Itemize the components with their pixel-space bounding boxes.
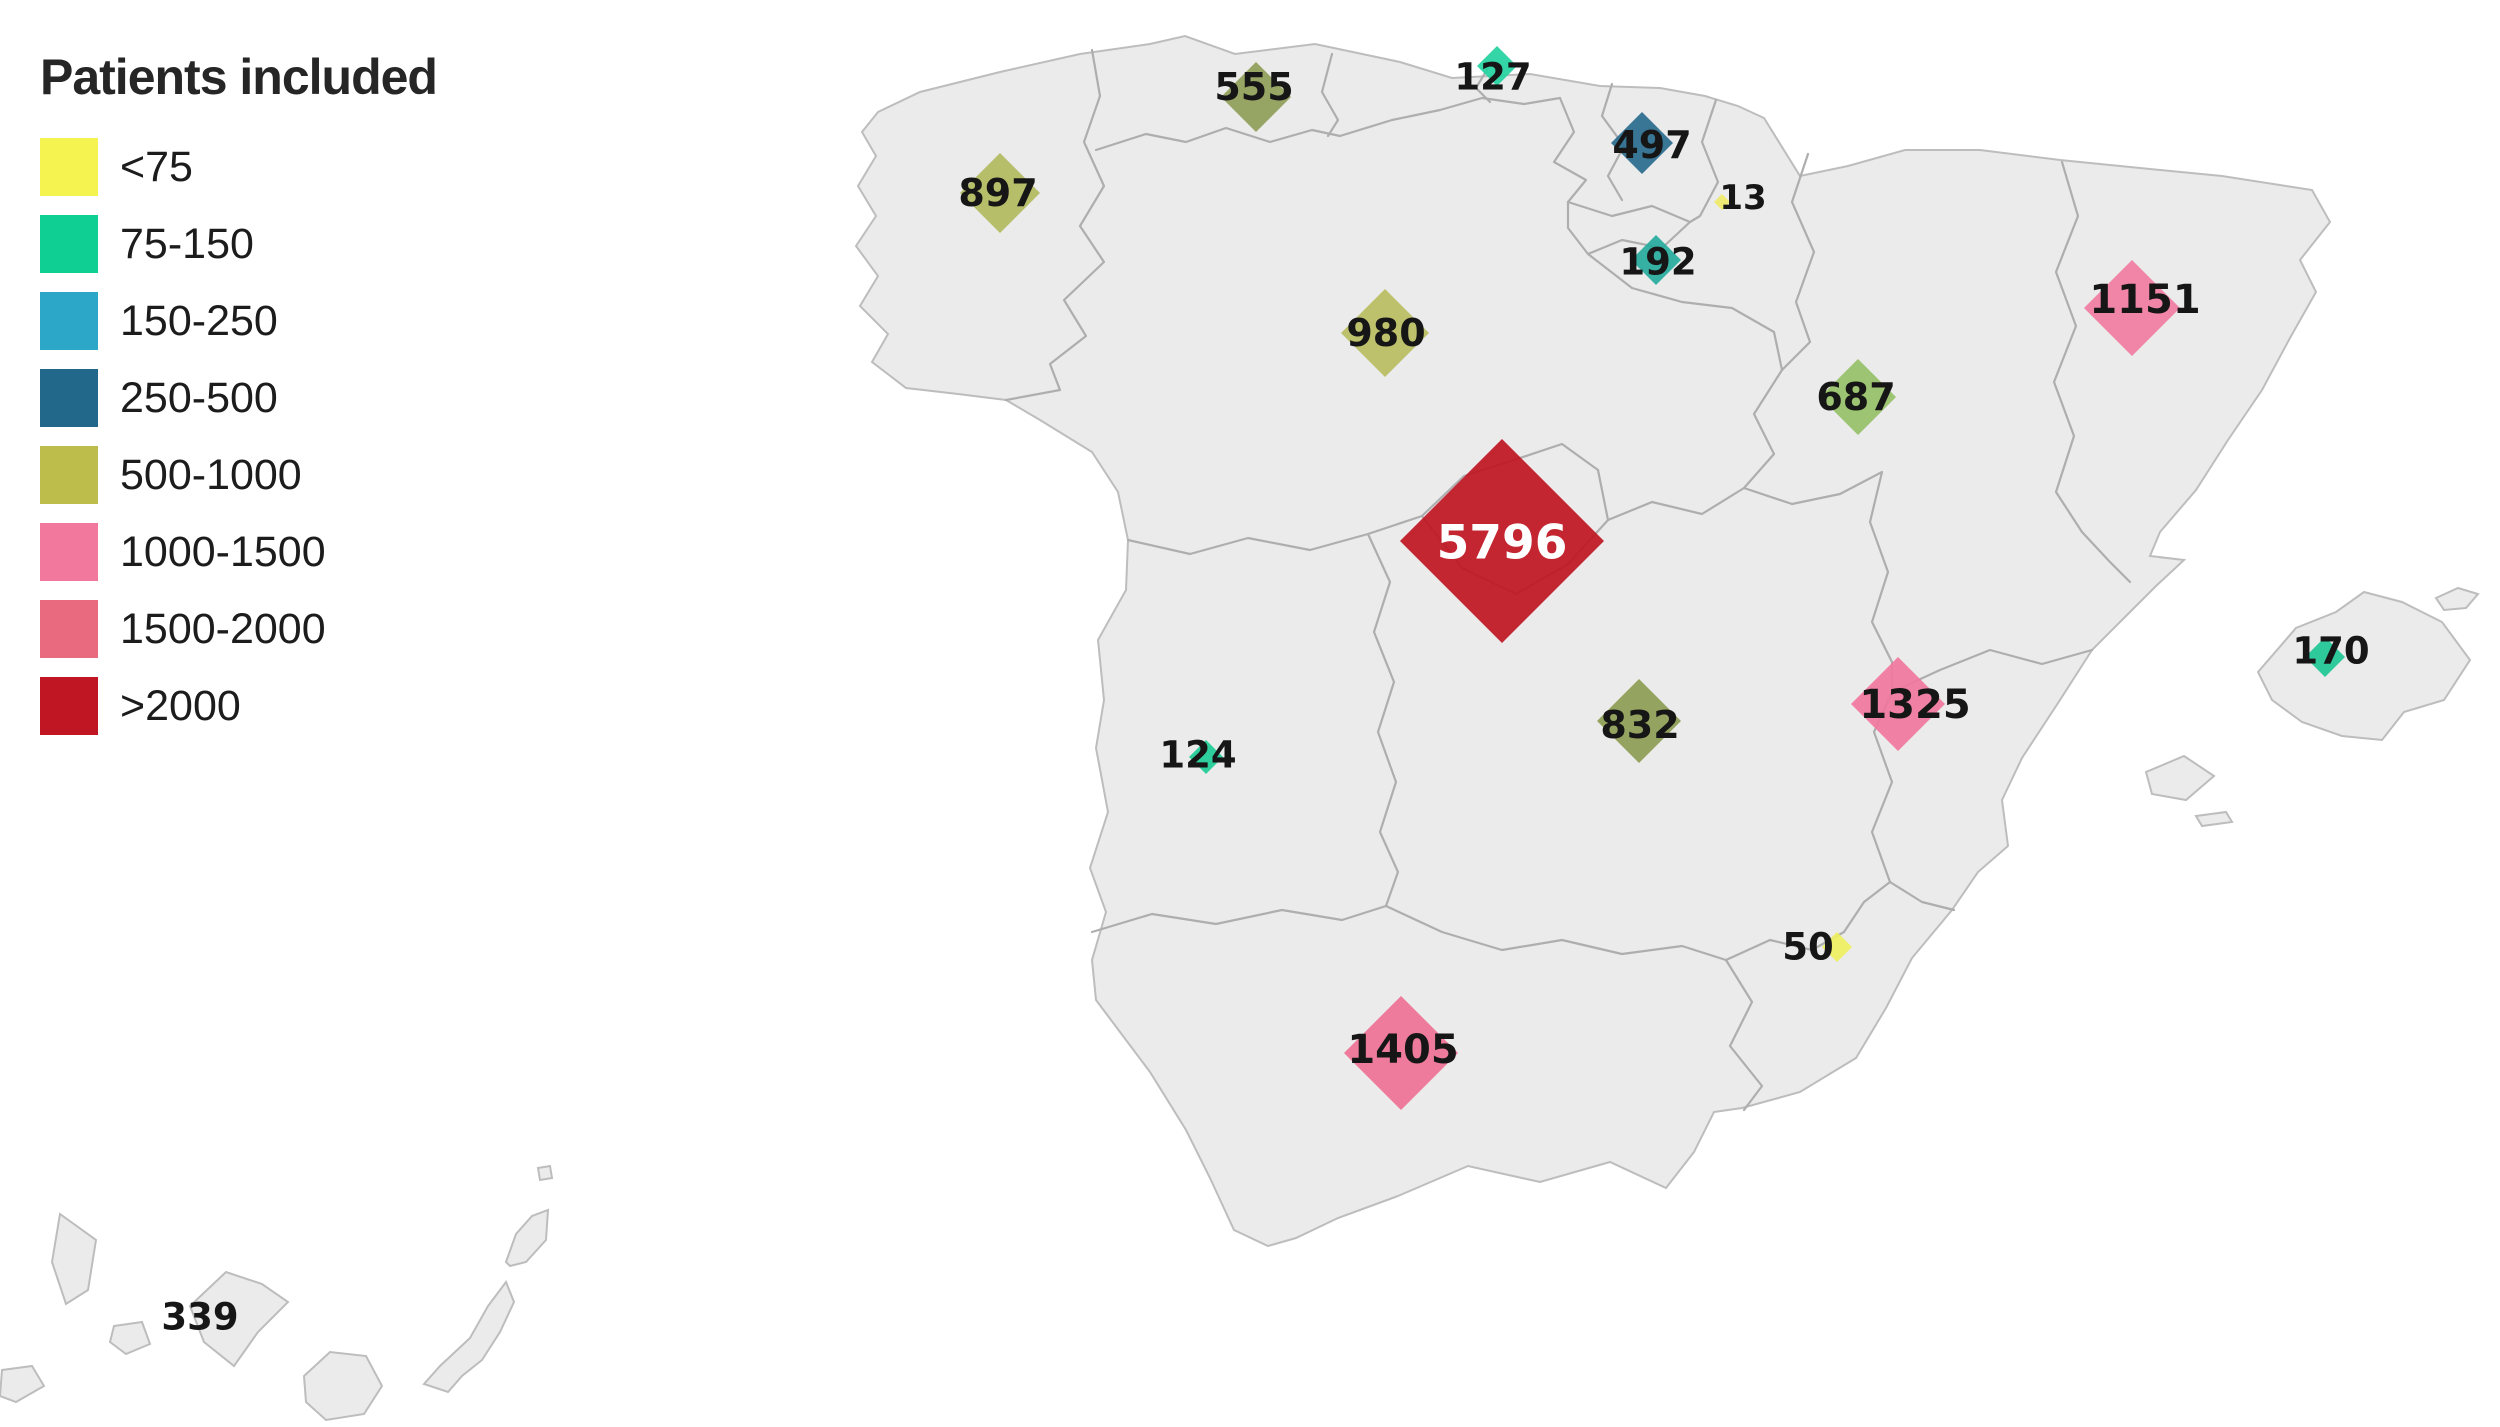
legend-label: 250-500: [120, 373, 278, 422]
marker-diamond: [1341, 289, 1429, 377]
canary-islands: [0, 1164, 554, 1422]
marker-497: 497: [1611, 112, 1692, 174]
legend-swatch: [40, 600, 98, 658]
marker-339: 339: [161, 1296, 238, 1339]
marker-diamond: [1400, 439, 1604, 643]
legend-item-5: 1000-1500: [40, 523, 437, 581]
legend-swatch: [40, 523, 98, 581]
island-la-gomera: [108, 1320, 152, 1356]
legend-item-0: <75: [40, 138, 437, 196]
marker-value: 13: [1719, 178, 1766, 218]
marker-value: 5796: [1437, 516, 1568, 571]
marker-value: 687: [1816, 375, 1895, 419]
marker-127: 127: [1454, 46, 1532, 99]
marker-555: 555: [1214, 62, 1294, 132]
legend-label: 1000-1500: [120, 527, 326, 576]
island-fuerteventura: [422, 1279, 516, 1394]
legend-swatch: [40, 215, 98, 273]
marker-diamond: [1611, 112, 1673, 174]
legend-swatch: [40, 677, 98, 735]
marker-50: 50: [1782, 926, 1852, 969]
marker-5796: 5796: [1400, 439, 1604, 643]
marker-980: 980: [1341, 289, 1429, 377]
legend-swatch: [40, 138, 98, 196]
marker-897: 897: [958, 153, 1040, 233]
marker-value: 980: [1346, 311, 1425, 355]
marker-value: 50: [1782, 926, 1834, 969]
marker-13: 13: [1714, 178, 1767, 218]
marker-value: 555: [1214, 65, 1293, 109]
legend-swatch: [40, 292, 98, 350]
marker-diamond: [1477, 46, 1517, 86]
marker-1325: 1325: [1851, 657, 1971, 751]
marker-diamond: [2305, 637, 2345, 677]
mainland-spain: [854, 34, 2332, 1248]
marker-diamond: [1820, 359, 1896, 435]
legend: Patients included <75 75-150 150-250 250-50…: [40, 48, 438, 754]
marker-diamond: [1822, 932, 1852, 962]
marker-value: 124: [1159, 734, 1236, 777]
legend-label: 500-1000: [120, 450, 302, 499]
legend-label: >2000: [120, 681, 241, 730]
legend-item-3: 250-500: [40, 369, 437, 427]
legend-label: 75-150: [120, 219, 254, 268]
legend-item-4: 500-1000: [40, 446, 437, 504]
legend-item-7: >2000: [40, 677, 437, 735]
marker-diamond: [1344, 996, 1458, 1110]
markers-layer: 897 555 127 497 13 192 980 687 1151 5796 832 1325 17…: [161, 46, 2370, 1339]
marker-value: 339: [161, 1296, 238, 1339]
legend-items: <75 75-150 150-250 250-500 500-1000 1000-1500…: [40, 138, 437, 735]
marker-value: 497: [1612, 123, 1691, 167]
marker-value: 127: [1454, 56, 1531, 99]
legend-swatch: [40, 369, 98, 427]
marker-diamond: [2084, 260, 2180, 356]
legend-label: <75: [120, 142, 193, 191]
legend-item-2: 150-250: [40, 292, 437, 350]
island-menorca: [2434, 586, 2480, 612]
island-lanzarote: [504, 1208, 550, 1268]
balearic-islands: [2144, 586, 2480, 828]
marker-value: 170: [2292, 630, 2369, 673]
island-tenerife: [188, 1270, 290, 1368]
island-islet: [536, 1164, 554, 1182]
marker-value: 1151: [2089, 277, 2200, 323]
marker-124: 124: [1159, 734, 1236, 777]
island-mallorca: [2256, 590, 2472, 742]
legend-item-1: 75-150: [40, 215, 437, 273]
marker-diamond: [960, 153, 1040, 233]
island-gran-canaria: [302, 1350, 384, 1422]
marker-diamond: [1221, 62, 1291, 132]
marker-value: 192: [1619, 241, 1696, 284]
island-el-hierro: [0, 1364, 46, 1404]
legend-swatch: [40, 446, 98, 504]
island-ibiza: [2144, 754, 2216, 802]
marker-value: 832: [1600, 703, 1679, 747]
marker-832: 832: [1597, 679, 1681, 763]
legend-label: 150-250: [120, 296, 278, 345]
marker-687: 687: [1816, 359, 1896, 435]
legend-label: 1500-2000: [120, 604, 326, 653]
marker-diamond: [1631, 235, 1681, 285]
marker-1405: 1405: [1344, 996, 1459, 1110]
marker-diamond: [1851, 657, 1945, 751]
marker-value: 1325: [1859, 682, 1970, 728]
marker-diamond: [1189, 740, 1223, 774]
marker-1151: 1151: [2084, 260, 2201, 356]
legend-item-6: 1500-2000: [40, 600, 437, 658]
marker-value: 1405: [1347, 1027, 1458, 1073]
legend-title: Patients included: [40, 49, 438, 105]
island-la-palma: [50, 1212, 98, 1306]
marker-diamond: [1714, 194, 1730, 210]
marker-value: 897: [958, 171, 1037, 215]
island-formentera: [2194, 810, 2234, 828]
marker-192: 192: [1619, 235, 1697, 285]
marker-170: 170: [2292, 630, 2370, 677]
marker-diamond: [1597, 679, 1681, 763]
